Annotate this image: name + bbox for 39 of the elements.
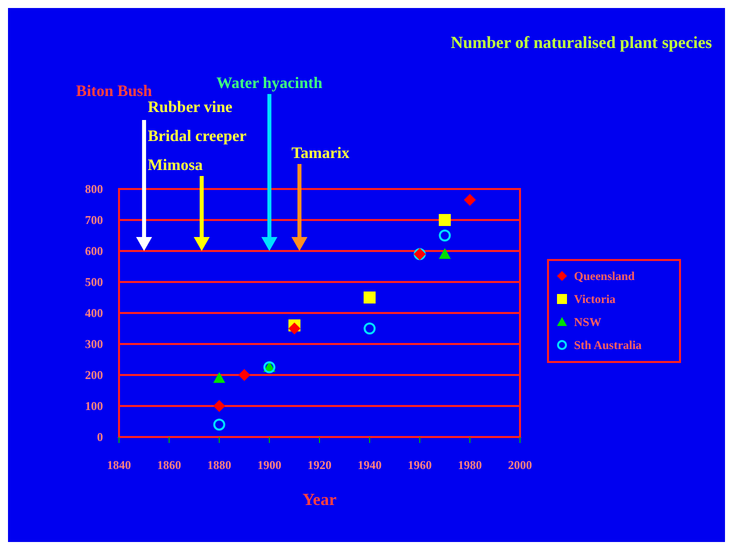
point [288, 322, 300, 334]
point [438, 248, 451, 259]
x-tick-label: 1880 [207, 458, 232, 472]
point [213, 418, 226, 431]
ref-line-label: Water hyacinth [216, 75, 322, 92]
ref-line-label: Rubber vine Bridal creeper Mimosa [148, 99, 246, 174]
y-tick-label: 200 [85, 368, 103, 382]
point [238, 369, 250, 381]
y-tick-label: 400 [85, 306, 103, 320]
x-tick-label: 1840 [107, 458, 131, 472]
point [438, 230, 451, 242]
y-tick-label: 100 [85, 399, 103, 413]
y-tick-label: 700 [85, 213, 103, 227]
y-tick-label: 0 [97, 430, 103, 444]
x-tick-label: 2000 [508, 458, 532, 472]
point [213, 372, 226, 383]
x-tick-label: 1900 [257, 458, 282, 472]
legend-label: Victoria [574, 292, 616, 306]
y-tick-label: 600 [85, 244, 103, 258]
x-axis-title: Year [302, 490, 337, 509]
y-tick-label: 500 [85, 275, 103, 289]
x-tick-label: 1920 [308, 458, 332, 472]
legend-label: Queensland [574, 269, 636, 283]
point [464, 194, 476, 206]
ref-line-label: Tamarix [291, 145, 350, 162]
x-tick-label: 1940 [358, 458, 382, 472]
y-tick-label: 800 [85, 182, 103, 196]
x-tick-label: 1980 [458, 458, 482, 472]
ref-line-label: Biton Bush [76, 83, 152, 100]
legend-label: NSW [574, 315, 602, 329]
point [364, 322, 376, 334]
point [364, 292, 376, 304]
point [213, 400, 226, 412]
y-tick-label: 300 [85, 337, 103, 351]
legend-label: Sth Australia [574, 338, 642, 352]
text: Number of naturalised plant species [450, 33, 712, 52]
x-tick-label: 1960 [408, 458, 432, 472]
x-tick-label: 1860 [157, 458, 182, 472]
point [438, 214, 451, 226]
